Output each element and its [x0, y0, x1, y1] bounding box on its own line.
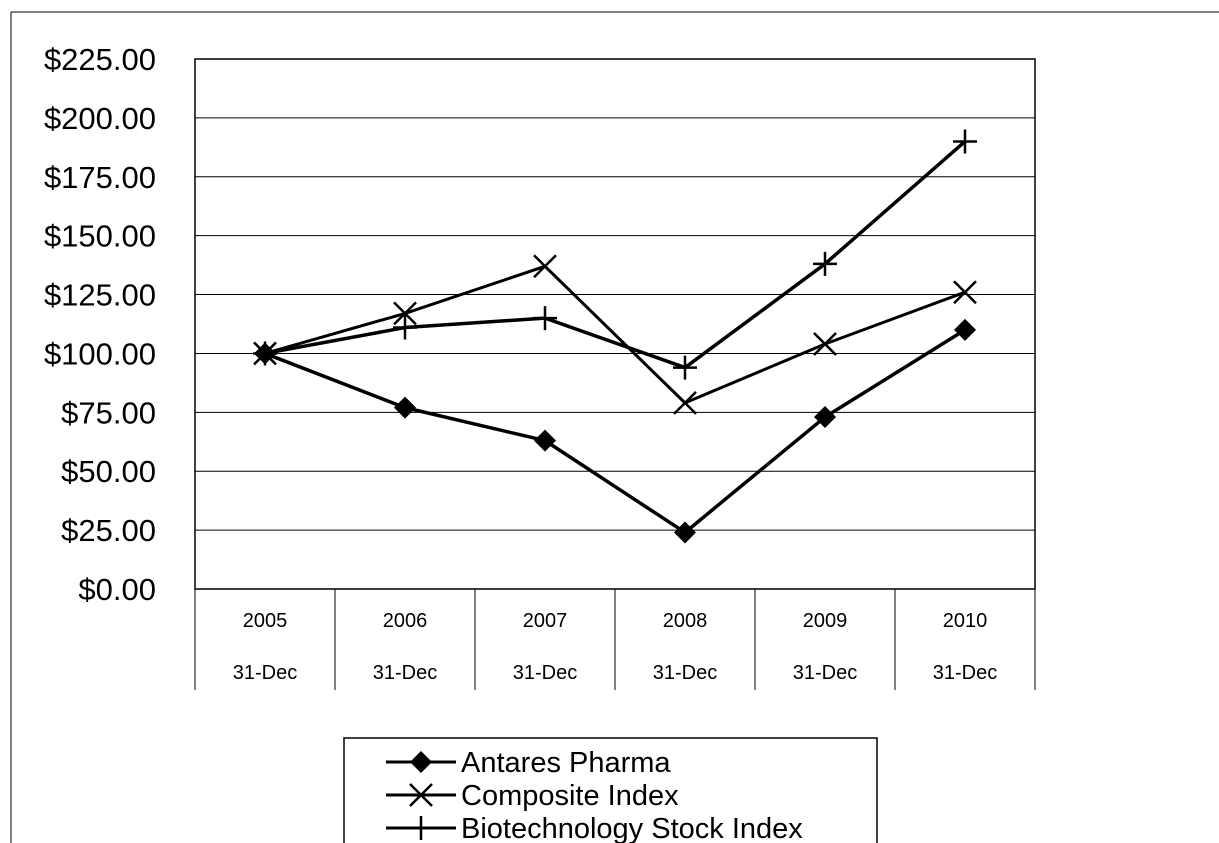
y-tick-label: $225.00 — [44, 42, 156, 77]
y-tick-label: $25.00 — [61, 513, 156, 548]
data-point-diamond — [674, 521, 696, 544]
y-tick-label: $0.00 — [78, 572, 156, 607]
data-point-x — [533, 254, 557, 279]
y-tick-label: $200.00 — [44, 101, 156, 136]
x-tick-label: 2005 — [243, 610, 288, 632]
data-point-plus — [393, 315, 417, 340]
x-tick-sublabel: 31-Dec — [793, 662, 857, 684]
series-line — [264, 264, 966, 405]
data-point-x — [673, 391, 697, 415]
y-tick-label: $125.00 — [44, 278, 156, 313]
x-tick-sublabel: 31-Dec — [233, 662, 297, 684]
x-tick-sublabel: 31-Dec — [373, 662, 437, 684]
series-line — [264, 140, 967, 370]
x-tick-label: 2006 — [383, 610, 428, 632]
series-line — [264, 328, 966, 535]
x-tick-sublabel: 31-Dec — [513, 662, 577, 684]
data-point-plus — [673, 355, 697, 380]
y-tick-label: $50.00 — [61, 454, 156, 489]
series-group — [253, 129, 977, 544]
data-point-plus — [253, 341, 277, 366]
x-tick-label: 2008 — [663, 610, 708, 632]
x-axis-category-labels: 2005 31-Dec 2006 31-Dec 2007 31-Dec 2008 31-Dec… — [233, 610, 997, 684]
y-tick-label: $100.00 — [44, 336, 156, 371]
data-point-diamond — [534, 429, 556, 452]
x-tick-label: 2010 — [943, 610, 988, 632]
data-point-x — [953, 280, 977, 305]
category-table — [194, 589, 1036, 690]
data-point-plus — [533, 306, 557, 331]
y-tick-label: $75.00 — [61, 395, 156, 430]
plot-area-border — [194, 58, 1036, 590]
data-point-diamond — [954, 318, 976, 341]
y-tick-label: $150.00 — [44, 219, 156, 254]
x-tick-sublabel: 31-Dec — [653, 662, 717, 684]
data-point-plus — [953, 129, 977, 154]
x-tick-label: 2007 — [523, 610, 568, 632]
grid-lines — [195, 117, 1035, 531]
legend-box — [343, 737, 878, 843]
data-point-plus — [813, 251, 837, 276]
y-axis-tick-labels: $0.00 $25.00 $50.00 $75.00 $100.00 $125.00 $15… — [44, 42, 156, 607]
legend-marker-diamond — [410, 751, 432, 773]
y-tick-label: $175.00 — [44, 160, 156, 195]
data-point-diamond — [814, 406, 836, 429]
data-point-x — [393, 301, 417, 326]
legend-marker-x — [409, 783, 433, 807]
x-tick-sublabel: 31-Dec — [933, 662, 997, 684]
legend-label: Antares Pharma — [461, 747, 671, 779]
data-point-x — [813, 332, 837, 356]
legend-label: Composite Index — [461, 780, 679, 812]
x-tick-label: 2009 — [803, 610, 848, 632]
legend-marker-plus — [409, 816, 433, 840]
data-point-diamond — [394, 396, 416, 419]
legend-label: Biotechnology Stock Index — [461, 813, 803, 843]
